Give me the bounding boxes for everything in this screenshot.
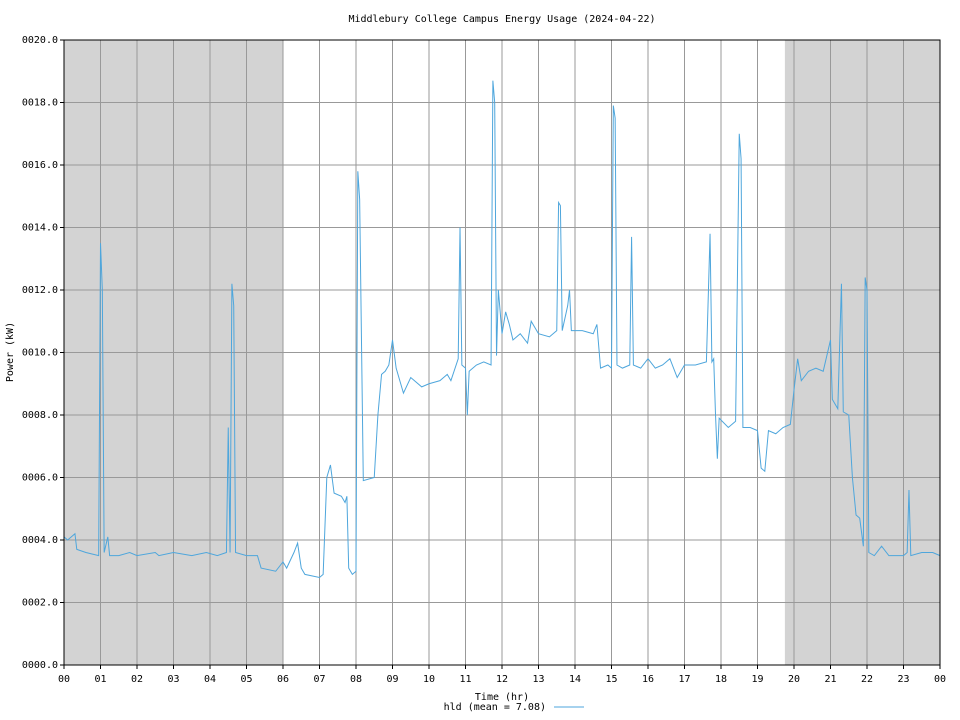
- y-tick-label: 0014.0: [22, 223, 58, 234]
- x-tick-label: 04: [204, 674, 216, 685]
- x-tick-label: 07: [313, 674, 325, 685]
- x-tick-label: 15: [605, 674, 617, 685]
- x-tick-label: 05: [240, 674, 252, 685]
- x-tick-label: 19: [751, 674, 763, 685]
- x-tick-label: 01: [94, 674, 106, 685]
- y-tick-label: 0004.0: [22, 535, 58, 546]
- x-tick-label: 00: [934, 674, 946, 685]
- x-tick-label: 09: [386, 674, 398, 685]
- x-axis-label: Time (hr): [475, 692, 529, 703]
- y-tick-label: 0016.0: [22, 160, 58, 171]
- x-tick-label: 23: [897, 674, 909, 685]
- y-tick-label: 0006.0: [22, 473, 58, 484]
- y-tick-label: 0002.0: [22, 598, 58, 609]
- x-tick-label: 08: [350, 674, 362, 685]
- x-tick-label: 16: [642, 674, 654, 685]
- y-tick-label: 0010.0: [22, 348, 58, 359]
- x-tick-label: 18: [715, 674, 727, 685]
- y-axis-label: Power (kW): [5, 322, 16, 382]
- x-tick-label: 13: [532, 674, 544, 685]
- y-tick-label: 0012.0: [22, 285, 58, 296]
- chart-title: Middlebury College Campus Energy Usage (…: [348, 14, 655, 25]
- x-tick-label: 02: [131, 674, 143, 685]
- y-tick-label: 0008.0: [22, 410, 58, 421]
- label-layer: 0000.00002.00004.00006.00008.00010.00012…: [22, 35, 946, 685]
- x-tick-label: 22: [861, 674, 873, 685]
- plot-frame: [63, 39, 941, 666]
- y-tick-label: 0020.0: [22, 35, 58, 46]
- x-tick-label: 14: [569, 674, 581, 685]
- x-tick-label: 11: [459, 674, 471, 685]
- x-tick-label: 06: [277, 674, 289, 685]
- y-tick-label: 0000.0: [22, 660, 58, 671]
- x-tick-label: 00: [58, 674, 70, 685]
- grid-layer: [60, 39, 941, 669]
- x-tick-label: 03: [167, 674, 179, 685]
- y-tick-label: 0018.0: [22, 98, 58, 109]
- x-tick-label: 20: [788, 674, 800, 685]
- legend-label: hld (mean = 7.08): [444, 702, 546, 713]
- data-line: [63, 80, 941, 579]
- x-tick-label: 10: [423, 674, 435, 685]
- x-tick-label: 21: [824, 674, 836, 685]
- x-tick-label: 17: [678, 674, 690, 685]
- data-layer: [63, 80, 941, 579]
- x-tick-label: 12: [496, 674, 508, 685]
